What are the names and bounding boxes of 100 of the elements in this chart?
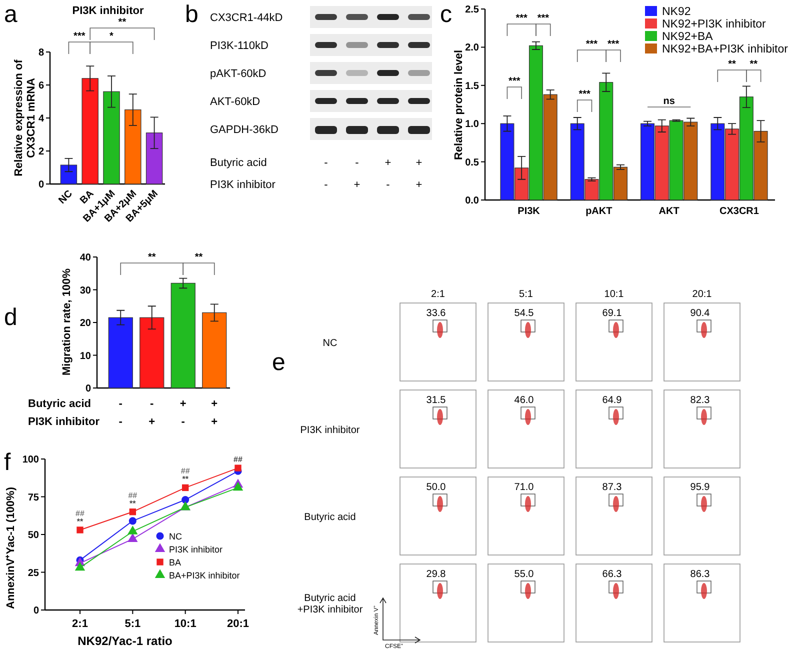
y-tick-label: 0	[33, 606, 40, 616]
text: Butyric acid	[210, 157, 267, 169]
x-tick-label: + -	[180, 398, 186, 428]
bar	[82, 78, 98, 184]
annotation: ns	[663, 96, 676, 107]
x-tick-label: 5:1	[124, 618, 141, 630]
bar	[170, 282, 196, 388]
bar	[146, 132, 163, 184]
point	[128, 526, 138, 534]
annotation: **	[148, 252, 156, 263]
y-tick-label: 2	[38, 146, 44, 158]
text: 33.6	[426, 308, 446, 319]
y-tick-label: 2.0	[465, 42, 480, 54]
y-tick-label: 75	[28, 492, 40, 504]
x-tick-label: CX3CR1	[719, 206, 760, 217]
x-tick-label: 2:1	[72, 618, 88, 630]
annotation: ***	[508, 76, 520, 87]
text: 46.0	[514, 395, 534, 406]
x-tick-label: PI3K	[518, 206, 541, 217]
annotation: ## **	[180, 466, 190, 484]
bar	[140, 317, 164, 388]
text: 95.9	[690, 482, 710, 493]
x-tick-label: 10:1	[174, 618, 196, 630]
y-tick-label: 100	[22, 454, 40, 466]
text: 54.5	[514, 308, 534, 319]
annotation: ***	[537, 13, 550, 24]
legend-label: NK92+PI3K inhibitor	[662, 18, 766, 30]
x-tick-label: AKT	[658, 206, 680, 217]
annotation: ##	[234, 455, 243, 464]
text: PI3K inhibitor	[28, 416, 100, 428]
x-tick-label: + +	[211, 398, 218, 428]
y-tick-label: 50	[28, 530, 40, 541]
annotation: **	[750, 59, 758, 70]
x-axis-title: NK92/Yac-1 ratio	[78, 634, 172, 648]
text: a	[4, 1, 18, 28]
y-tick-label: 0	[38, 180, 44, 190]
y-tick-label: 40	[80, 252, 92, 264]
text: 86.3	[690, 569, 710, 580]
category-label: 10:1	[604, 289, 624, 300]
category-label: NC	[322, 338, 338, 349]
text: 69.1	[602, 308, 622, 319]
annotation: ***	[516, 13, 528, 24]
y-axis-title: Relative protein level	[453, 50, 465, 160]
point	[128, 517, 136, 525]
legend-label: BA	[169, 558, 182, 568]
category-label: PI3K-110kD	[210, 40, 268, 52]
category-label: 5:1	[519, 289, 534, 300]
text: 31.5	[426, 395, 446, 406]
annotation: ***	[578, 89, 590, 100]
legend-label: PI3K inhibitor	[169, 544, 223, 554]
chart-title: PI3K inhibitor	[72, 5, 144, 17]
legend-label: BA+PI3K inhibitor	[169, 570, 240, 580]
annotation: ## **	[76, 508, 85, 526]
y-tick-label: 20	[80, 318, 92, 329]
y-axis-title: Migration rate, 100%	[61, 268, 73, 376]
annotation: ## **	[128, 490, 138, 508]
text: *	[110, 31, 114, 42]
text: d	[4, 304, 18, 331]
y-tick-label: 0	[85, 384, 92, 394]
category-label: CX3CR1-44kD	[210, 12, 283, 24]
text: 55.0	[514, 569, 534, 580]
category-label: 2:1	[431, 289, 446, 300]
point	[129, 508, 136, 516]
y-tick-label: 10	[80, 350, 92, 362]
x-tick-label: 20:1	[226, 618, 250, 630]
text: 82.3	[690, 395, 710, 406]
annotation: **	[728, 59, 736, 70]
category-label: GAPDH-36kD	[210, 124, 278, 136]
text: 50.0	[426, 482, 446, 493]
y-tick-label: 0.5	[465, 157, 480, 168]
category-label: Butyric acid	[304, 512, 356, 523]
legend-label: NK92+BA+PI3K inhibitor	[662, 44, 788, 56]
bar	[103, 91, 120, 184]
annotation: ***	[607, 39, 620, 50]
text: Butyric acid	[28, 398, 91, 410]
text: ***	[74, 31, 86, 42]
category-label: Butyric acid +PI3K inhibitor	[297, 593, 363, 616]
text: 90.4	[690, 308, 710, 319]
y-tick-label: 25	[28, 568, 40, 579]
y-tick-label: 8	[38, 48, 44, 58]
point	[128, 533, 138, 542]
text: 71.0	[514, 482, 534, 493]
x-tick-label: - -	[118, 398, 123, 428]
category-label: 20:1	[692, 289, 712, 300]
text: PI3K inhibitor	[210, 179, 276, 191]
text: **	[118, 17, 126, 28]
bar	[124, 109, 142, 184]
y-axis-title: Relative expression of CX3CR1 mRNA	[13, 59, 38, 176]
x-tick-label: - +	[148, 398, 156, 428]
y-tick-label: 0.0	[465, 196, 480, 206]
legend-label: NK92	[662, 6, 691, 18]
text: 87.3	[602, 482, 622, 493]
point	[232, 482, 244, 491]
point	[74, 562, 86, 571]
bar	[60, 164, 78, 184]
y-tick-label: 30	[80, 285, 92, 296]
point	[234, 464, 242, 472]
point	[76, 526, 84, 534]
annotation: ***	[586, 39, 598, 50]
y-axis-title: AnnexinV⁺Yac-1 (100%)	[5, 486, 17, 609]
